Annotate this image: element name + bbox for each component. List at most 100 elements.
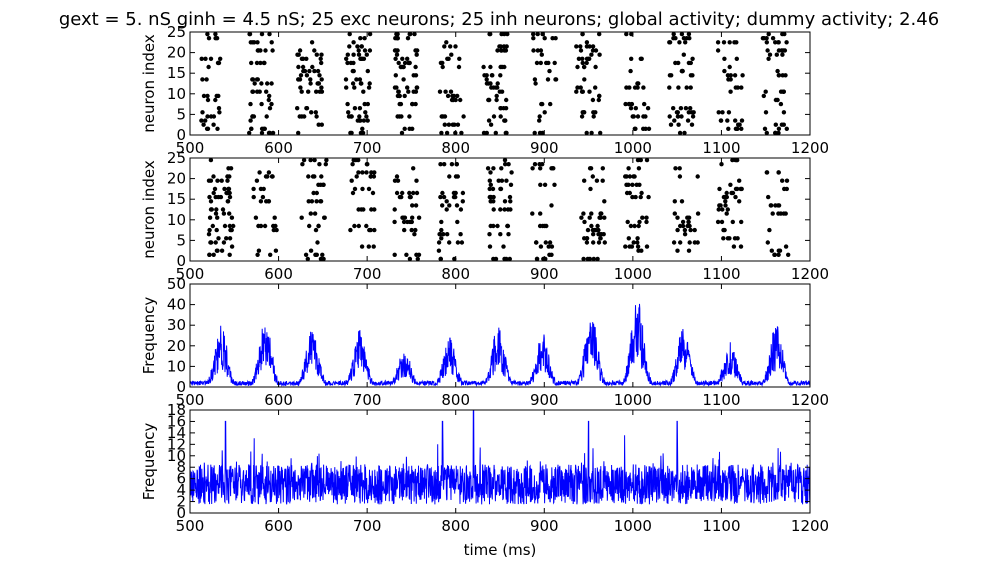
y-tick-label: 20 bbox=[167, 44, 186, 62]
spike-dot bbox=[402, 227, 407, 233]
spike-dot bbox=[591, 256, 596, 261]
spike-dot bbox=[507, 256, 512, 261]
spike-dot bbox=[449, 162, 455, 167]
spike-dot bbox=[454, 203, 460, 208]
spike-dot bbox=[717, 186, 722, 192]
spike-dot bbox=[537, 130, 543, 135]
spike-dot bbox=[205, 93, 210, 99]
spike-dot bbox=[727, 64, 732, 70]
spike-dot bbox=[530, 211, 535, 216]
spike-dot bbox=[487, 97, 492, 103]
spike-dot bbox=[208, 240, 213, 245]
spike-dot bbox=[739, 85, 744, 90]
spike-dot bbox=[773, 40, 778, 45]
spike-dot bbox=[537, 118, 542, 123]
x-tick-label: 1100 bbox=[702, 139, 740, 157]
spike-dot bbox=[304, 56, 309, 61]
spike-dot bbox=[637, 219, 642, 225]
spike-dot bbox=[439, 227, 444, 233]
spike-dot bbox=[593, 110, 598, 115]
spike-dot bbox=[626, 166, 631, 171]
spike-dot bbox=[783, 211, 788, 216]
y-tick-label: 10 bbox=[167, 85, 186, 103]
spike-dot bbox=[672, 118, 677, 123]
spike-dot bbox=[671, 32, 676, 37]
spike-dot bbox=[256, 48, 261, 53]
spike-dot bbox=[638, 194, 643, 200]
spike-dot bbox=[216, 106, 222, 111]
spike-dot bbox=[581, 211, 586, 216]
spike-dot bbox=[211, 252, 216, 257]
y-tick-label: 40 bbox=[167, 296, 186, 314]
spike-dot bbox=[348, 130, 353, 135]
spike-dot bbox=[685, 223, 690, 229]
spike-dot bbox=[451, 93, 457, 99]
spike-dot bbox=[229, 244, 235, 249]
spike-dot bbox=[589, 223, 594, 229]
spike-dot bbox=[582, 178, 587, 183]
spike-dot bbox=[349, 178, 354, 183]
spike-dot bbox=[308, 158, 313, 163]
spike-dot bbox=[358, 36, 363, 41]
spike-dot bbox=[203, 118, 208, 123]
spike-dot bbox=[675, 114, 681, 119]
spike-dot bbox=[394, 174, 400, 179]
spike-dot bbox=[412, 32, 417, 37]
spike-dot bbox=[211, 174, 216, 179]
x-tick-label: 1100 bbox=[702, 391, 740, 409]
spike-dot bbox=[761, 93, 766, 99]
spike-dot bbox=[587, 215, 592, 220]
spike-dot bbox=[498, 232, 503, 237]
x-tick-label: 500 bbox=[176, 517, 205, 535]
spike-dot bbox=[442, 162, 447, 167]
spike-dot bbox=[395, 93, 401, 99]
spike-dot bbox=[683, 40, 688, 45]
spike-dot bbox=[600, 178, 605, 183]
spike-dot bbox=[498, 106, 503, 111]
spike-dot bbox=[778, 101, 784, 107]
spike-dot bbox=[633, 126, 638, 131]
spike-dot bbox=[314, 52, 319, 57]
spike-dot bbox=[728, 77, 733, 82]
spike-dot bbox=[686, 60, 692, 66]
spike-dot bbox=[317, 73, 322, 78]
spike-dot bbox=[642, 101, 647, 107]
spike-dot bbox=[766, 56, 771, 61]
spike-dot bbox=[730, 190, 736, 196]
spike-dot bbox=[581, 256, 586, 261]
spike-dot bbox=[319, 122, 324, 127]
spike-dot bbox=[315, 81, 320, 86]
spike-dot bbox=[719, 162, 724, 167]
spike-dot bbox=[584, 40, 590, 45]
spike-dot bbox=[598, 236, 603, 241]
spike-dot bbox=[224, 236, 229, 241]
spike-dot bbox=[307, 68, 312, 74]
spike-dot bbox=[208, 114, 214, 119]
spike-dot bbox=[206, 64, 211, 70]
spike-dot bbox=[320, 252, 325, 257]
spike-dot bbox=[587, 89, 592, 94]
spike-dot bbox=[317, 89, 322, 94]
spike-dot bbox=[646, 126, 652, 131]
spike-dot bbox=[677, 174, 683, 179]
spike-dot bbox=[782, 32, 787, 37]
spike-dot bbox=[532, 162, 538, 167]
spike-dot bbox=[540, 101, 545, 107]
spike-dot bbox=[727, 40, 732, 45]
spike-dot bbox=[268, 252, 273, 257]
x-tick-label: 600 bbox=[264, 517, 293, 535]
spike-dot bbox=[407, 126, 412, 131]
spike-dot bbox=[733, 85, 738, 90]
spike-dot bbox=[451, 194, 457, 200]
spike-dot bbox=[734, 40, 739, 45]
spike-dot bbox=[355, 44, 360, 49]
spike-dot bbox=[318, 56, 323, 61]
spike-dot bbox=[414, 178, 419, 183]
spike-dot bbox=[491, 199, 496, 204]
spike-dot bbox=[199, 56, 204, 61]
spike-dot bbox=[508, 182, 514, 187]
spike-dot bbox=[213, 97, 218, 103]
spike-dot bbox=[627, 244, 632, 249]
spike-dot bbox=[496, 178, 501, 183]
spike-dot bbox=[599, 211, 604, 216]
